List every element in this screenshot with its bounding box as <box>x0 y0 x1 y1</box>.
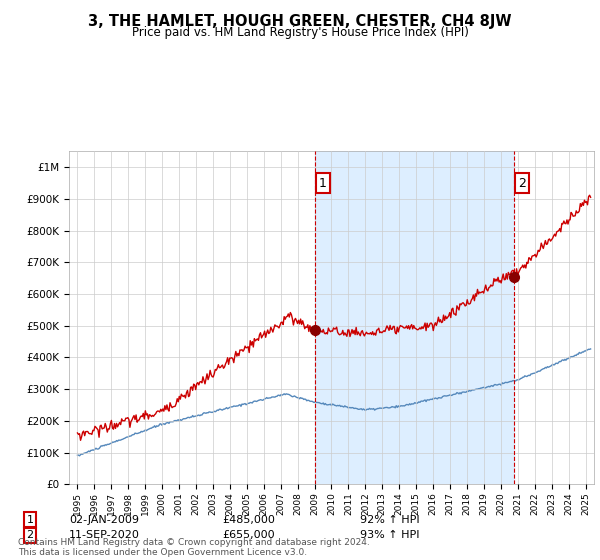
Bar <box>314 151 514 484</box>
Text: 2: 2 <box>26 530 34 540</box>
Text: 93% ↑ HPI: 93% ↑ HPI <box>360 530 419 540</box>
Text: 02-JAN-2009: 02-JAN-2009 <box>69 515 139 525</box>
Text: 92% ↑ HPI: 92% ↑ HPI <box>360 515 419 525</box>
Text: Price paid vs. HM Land Registry's House Price Index (HPI): Price paid vs. HM Land Registry's House … <box>131 26 469 39</box>
Text: £655,000: £655,000 <box>222 530 275 540</box>
Text: 1: 1 <box>319 176 327 190</box>
Text: 11-SEP-2020: 11-SEP-2020 <box>69 530 140 540</box>
Text: 3, THE HAMLET, HOUGH GREEN, CHESTER, CH4 8JW: 3, THE HAMLET, HOUGH GREEN, CHESTER, CH4… <box>88 14 512 29</box>
Text: 1: 1 <box>26 515 34 525</box>
Text: 2: 2 <box>518 176 526 190</box>
Text: £485,000: £485,000 <box>222 515 275 525</box>
Text: Contains HM Land Registry data © Crown copyright and database right 2024.
This d: Contains HM Land Registry data © Crown c… <box>18 538 370 557</box>
